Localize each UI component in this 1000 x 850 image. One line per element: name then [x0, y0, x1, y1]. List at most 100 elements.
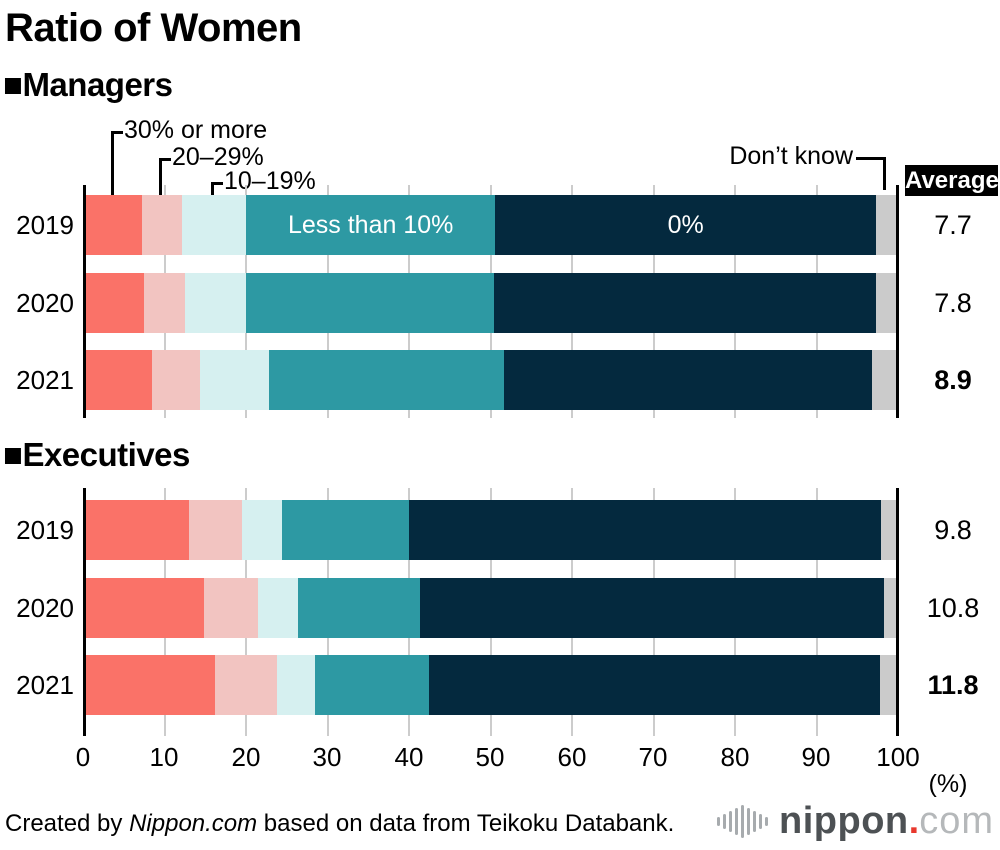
waveform-icon — [715, 805, 769, 838]
segment-30-or-more — [83, 195, 142, 255]
segment-20-29- — [152, 350, 201, 410]
segment-0- — [503, 350, 872, 410]
bar-row-2020 — [83, 273, 898, 333]
segment-don-t-know — [880, 655, 898, 715]
section-marker-icon: ■ — [3, 436, 23, 473]
bar-row-2020 — [83, 578, 898, 638]
average-value: 8.9 — [934, 365, 972, 395]
segment-label: Less than 10% — [287, 210, 454, 239]
segment-10-19- — [241, 500, 282, 560]
x-tick: 70 — [638, 742, 668, 772]
section-heading-managers: ■Managers — [3, 66, 173, 104]
year-label: 2019 — [16, 210, 74, 240]
segment-don-t-know — [875, 195, 898, 255]
average-value: 11.8 — [927, 670, 979, 700]
segment-20-29- — [141, 195, 183, 255]
callout-line-10 — [211, 182, 223, 195]
segment-less-than-10-: Less than 10% — [246, 195, 496, 255]
segment-don-t-know — [871, 350, 898, 410]
x-tick: 30 — [312, 742, 342, 772]
bar-row-2019 — [83, 500, 898, 560]
segment-less-than-10- — [268, 350, 504, 410]
credit-suffix: based on data from Teikoku Databank. — [257, 810, 675, 837]
average-header: Average — [905, 165, 999, 196]
y-axis-line — [83, 488, 86, 736]
x-tick: 20 — [231, 742, 261, 772]
managers-plot: Less than 10% 0% — [83, 185, 899, 418]
x-tick: 0 — [75, 742, 91, 772]
segment-less-than-10- — [281, 500, 409, 560]
x-tick: 40 — [394, 742, 424, 772]
segment-10-19- — [200, 350, 269, 410]
segment-0- — [428, 655, 881, 715]
section-marker-icon: ■ — [3, 66, 23, 103]
section-title: Executives — [22, 436, 190, 473]
logo-tld-text: com — [919, 800, 994, 842]
segment-label: 0% — [667, 210, 704, 239]
credit-source: Nippon.com — [129, 810, 258, 837]
year-label: 2021 — [16, 365, 74, 395]
callout-line-20 — [159, 158, 171, 195]
x-tick: 50 — [475, 742, 505, 772]
x-tick: 100 — [876, 742, 920, 772]
nippon-com-logo: nippon. com — [715, 800, 994, 843]
credit-prefix: Created by — [5, 810, 130, 837]
segment-less-than-10- — [246, 273, 494, 333]
x-tick: 10 — [149, 742, 179, 772]
x-tick: 90 — [801, 742, 831, 772]
average-value: 10.8 — [926, 593, 980, 623]
segment-20-29- — [203, 578, 259, 638]
y-axis-line — [83, 185, 86, 418]
average-value: 7.7 — [934, 210, 972, 240]
year-label: 2021 — [16, 670, 74, 700]
segment-30-or-more — [83, 578, 204, 638]
average-value: 9.8 — [934, 515, 972, 545]
year-label: 2020 — [16, 593, 74, 623]
year-label: 2019 — [16, 515, 74, 545]
axis-line-100 — [896, 185, 899, 418]
segment-20-29- — [144, 273, 185, 333]
bar-row-2019: Less than 10% 0% — [83, 195, 898, 255]
x-tick: 80 — [720, 742, 750, 772]
axis-line-100 — [896, 488, 899, 736]
legend-20-29: 20–29% — [172, 143, 264, 171]
chart-title: Ratio of Women — [5, 6, 302, 50]
segment-20-29- — [215, 655, 277, 715]
segment-don-t-know — [880, 500, 898, 560]
segment-0- — [493, 273, 876, 333]
segment-0- — [420, 578, 885, 638]
legend-30-or-more: 30% or more — [124, 116, 268, 144]
legend-dont-know: Don’t know — [729, 142, 853, 170]
segment-10-19- — [184, 273, 246, 333]
logo-dot: . — [908, 800, 920, 842]
section-heading-executives: ■Executives — [3, 436, 190, 474]
legend-10-19: 10–19% — [224, 167, 316, 195]
logo-brand-text: nippon — [779, 800, 909, 842]
callout-line-30 — [111, 131, 123, 195]
segment-less-than-10- — [298, 578, 421, 638]
segment-don-t-know — [884, 578, 898, 638]
segment-30-or-more — [83, 350, 153, 410]
segment-10-19- — [182, 195, 246, 255]
segment-30-or-more — [83, 273, 145, 333]
bar-row-2021 — [83, 655, 898, 715]
axis-unit-label: (%) — [928, 770, 968, 798]
segment-30-or-more — [83, 500, 189, 560]
callout-line-dont-know — [856, 157, 886, 190]
executives-plot — [83, 488, 899, 736]
segment-30-or-more — [83, 655, 216, 715]
segment-20-29- — [188, 500, 242, 560]
segment-0- — [409, 500, 881, 560]
x-tick: 60 — [557, 742, 587, 772]
segment-0-: 0% — [495, 195, 876, 255]
segment-10-19- — [258, 578, 299, 638]
bar-row-2021 — [83, 350, 898, 410]
segment-less-than-10- — [315, 655, 429, 715]
year-label: 2020 — [16, 288, 74, 318]
average-value: 7.8 — [934, 288, 972, 318]
credit-line: Created by Nippon.com based on data from… — [5, 810, 674, 838]
segment-don-t-know — [875, 273, 898, 333]
segment-10-19- — [276, 655, 316, 715]
section-title: Managers — [22, 66, 173, 103]
